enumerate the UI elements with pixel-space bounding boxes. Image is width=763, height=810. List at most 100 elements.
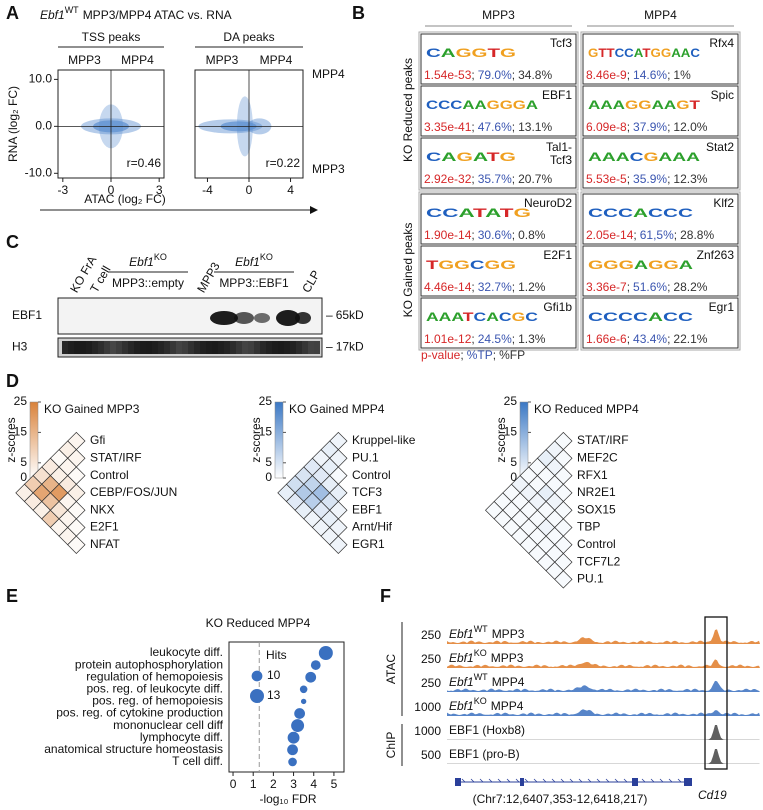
track-signal <box>447 659 760 668</box>
motif-stats-part: ; <box>667 120 670 134</box>
gene-strand <box>479 778 484 783</box>
motif-box <box>582 137 739 189</box>
motif-letter: A <box>634 46 644 60</box>
motif-name: Stat2 <box>706 140 734 154</box>
motif-letter: C <box>438 98 451 112</box>
heatmap-row-label: Kruppel-like <box>352 433 416 447</box>
motif-letter: C <box>618 310 634 324</box>
group-gene-part: KO <box>154 252 167 262</box>
blot-band <box>210 311 238 325</box>
gene-strand <box>488 778 493 783</box>
motif-letter: T <box>500 206 515 220</box>
motif-letter: A <box>473 150 489 164</box>
x-tick-label: 2 <box>270 777 277 791</box>
heatmap-row-label: MEF2C <box>577 450 618 464</box>
motif-letter: A <box>486 310 499 324</box>
panel-letter: D <box>6 371 19 391</box>
track-label-part: KO <box>474 696 487 706</box>
colorbar <box>519 401 529 479</box>
motif-stats-part: 1.90e-14 <box>424 228 472 242</box>
motif-letter: G <box>512 310 526 324</box>
heatmap-row-label: NFAT <box>90 537 120 551</box>
track-scale: 1000 <box>414 700 441 714</box>
blot-row-label: H3 <box>12 340 28 354</box>
plot-frame <box>228 641 345 773</box>
motif-letter: G <box>457 150 473 164</box>
motif-letter: C <box>663 206 679 220</box>
y-tick-label: 10.0 <box>29 72 53 86</box>
motif-stats-part: 37.9% <box>633 120 667 134</box>
y-axis-label: RNA (log₂ FC) <box>6 86 20 162</box>
panel-title-part: WT <box>65 5 79 15</box>
gene-strand <box>650 778 655 783</box>
motif-stats-part: 28.8% <box>680 228 714 242</box>
motif-name: Gfi1b <box>543 300 572 314</box>
motif-box <box>582 193 739 245</box>
track-label: Ebf1WT MPP4 <box>449 672 525 689</box>
motif-stats: 3.35e-41; 47.6%; 13.1% <box>424 120 552 134</box>
track-label-part: MPP3 <box>491 651 524 665</box>
motif-stats-part: ; <box>512 332 515 346</box>
motif-logo: GTTCCATGGAAC <box>588 46 700 60</box>
motif-stats: 2.05e-14; 61,5%; 28.8% <box>586 228 714 242</box>
motif-stats-part: 47.6% <box>478 120 512 134</box>
heatmap-row-label: TCF7L2 <box>577 554 621 568</box>
facet-left-label: MPP3 <box>68 53 101 67</box>
motif-letter: G <box>454 258 470 272</box>
motif-letter: C <box>624 46 634 60</box>
motif-name: E2F1 <box>543 248 572 262</box>
motif-letter: C <box>426 98 439 112</box>
blot-band <box>104 341 110 354</box>
motif-stats-part: ; <box>674 228 677 242</box>
motif-name: Klf2 <box>713 196 734 210</box>
blot-band <box>272 341 278 354</box>
panel-letter: E <box>6 586 18 606</box>
colorbar-tick-label: 15 <box>14 425 28 439</box>
motif-box <box>420 85 577 137</box>
blot-band <box>170 341 176 354</box>
band-size-label-part: – <box>326 308 333 322</box>
gene-strand <box>542 778 547 783</box>
heatmap-row-label: Gfi <box>90 433 105 447</box>
gene-strand <box>497 778 502 783</box>
motif-group-frame <box>418 31 579 191</box>
motif-letter: G <box>663 258 678 272</box>
motif-stats-part: 6.09e-8 <box>586 120 627 134</box>
blot-band <box>290 341 296 354</box>
facet-title: TSS peaks <box>82 30 141 44</box>
category-label: pos. reg. of hemopoiesis <box>92 694 223 708</box>
track-label: Ebf1WT MPP3 <box>449 624 525 641</box>
heatmap-row-label: STAT/IRF <box>90 450 142 464</box>
exon <box>684 778 692 786</box>
motif-stats-part: ; <box>512 68 515 82</box>
motif-letter: G <box>588 46 598 60</box>
motif-box <box>420 245 577 297</box>
heatmap-row-label: NR2E1 <box>577 485 616 499</box>
blot-band <box>182 341 188 354</box>
category-label: pos. reg. of cytokine production <box>56 706 223 720</box>
motif-stats-part: 0.8% <box>518 228 546 242</box>
heatmap-title: KO Gained MPP3 <box>44 402 140 416</box>
heatmap-row-label: PU.1 <box>352 450 379 464</box>
x-tick-label: -3 <box>57 183 68 197</box>
panel-letter: C <box>6 232 19 252</box>
motif-stats-part: ; <box>471 172 474 186</box>
motif-stats-part: 1.3% <box>518 332 546 346</box>
motif-letter: G <box>625 98 638 112</box>
colorbar <box>274 401 284 479</box>
motif-letter: A <box>602 150 616 164</box>
motif-letter: A <box>634 258 649 272</box>
motif-letter: A <box>441 46 456 60</box>
motif-letter: G <box>513 98 526 112</box>
x-axis-label: ATAC (log₂ FC) <box>84 192 166 206</box>
heatmap-row-label: PU.1 <box>577 572 604 586</box>
x-tick-label: 0 <box>246 183 253 197</box>
motif-stats-part: ; <box>627 172 630 186</box>
blot-band <box>284 341 290 354</box>
blot-band <box>234 312 254 324</box>
motif-letter: C <box>442 206 459 220</box>
motif-letter: A <box>441 150 457 164</box>
dot <box>288 757 297 767</box>
